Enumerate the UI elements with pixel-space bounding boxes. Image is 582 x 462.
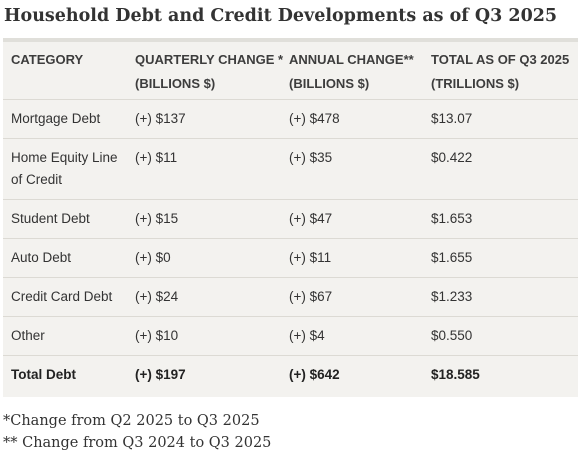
row-quarterly: (+) $15 bbox=[135, 211, 179, 226]
row-quarterly: (+) $10 bbox=[135, 328, 179, 343]
row-category: Other bbox=[11, 328, 45, 343]
row-category: Student Debt bbox=[11, 211, 90, 226]
row-quarterly: (+) $24 bbox=[135, 289, 179, 304]
table-row: Other (+) $10 (+) $4 $0.550 bbox=[3, 317, 578, 356]
row-category: Mortgage Debt bbox=[11, 111, 101, 126]
row-quarterly: (+) $0 bbox=[135, 250, 171, 265]
total-quarterly: (+) $197 bbox=[135, 367, 186, 382]
row-total: $0.550 bbox=[431, 328, 473, 343]
table-row: Credit Card Debt (+) $24 (+) $67 $1.233 bbox=[3, 278, 578, 317]
row-quarterly: (+) $11 bbox=[135, 150, 178, 165]
row-annual: (+) $4 bbox=[289, 328, 325, 343]
header-quarterly-change: QUARTERLY CHANGE * (BILLIONS $) bbox=[135, 52, 284, 91]
table-row: Auto Debt (+) $0 (+) $11 $1.655 bbox=[3, 239, 578, 278]
row-annual: (+) $67 bbox=[289, 289, 333, 304]
row-total: $13.07 bbox=[431, 111, 473, 126]
table-title: Household Debt and Credit Developments a… bbox=[4, 6, 558, 26]
row-quarterly: (+) $137 bbox=[135, 111, 186, 126]
row-total: $1.655 bbox=[431, 250, 473, 265]
header-annual-change: ANNUAL CHANGE** (BILLIONS $) bbox=[289, 52, 414, 91]
row-total: $1.653 bbox=[431, 211, 473, 226]
total-category: Total Debt bbox=[11, 367, 76, 382]
row-annual: (+) $35 bbox=[289, 150, 333, 165]
row-category: Credit Card Debt bbox=[11, 289, 113, 304]
row-annual: (+) $478 bbox=[289, 111, 340, 126]
table-row: Mortgage Debt (+) $137 (+) $478 $13.07 bbox=[3, 100, 578, 139]
header-total: TOTAL AS OF Q3 2025 (TRILLIONS $) bbox=[431, 52, 570, 91]
footnotes: *Change from Q2 2025 to Q3 2025 ** Chang… bbox=[3, 410, 271, 454]
table-total-row: Total Debt (+) $197 (+) $642 $18.585 bbox=[3, 356, 578, 394]
row-annual: (+) $11 bbox=[289, 250, 332, 265]
header-category: CATEGORY bbox=[11, 52, 84, 67]
table-row: Student Debt (+) $15 (+) $47 $1.653 bbox=[3, 200, 578, 239]
row-annual: (+) $47 bbox=[289, 211, 333, 226]
footnote-quarterly: *Change from Q2 2025 to Q3 2025 bbox=[3, 413, 260, 429]
row-total: $1.233 bbox=[431, 289, 473, 304]
debt-table: CATEGORY QUARTERLY CHANGE * (BILLIONS $)… bbox=[3, 38, 578, 397]
row-total: $0.422 bbox=[431, 150, 473, 165]
total-annual: (+) $642 bbox=[289, 367, 340, 382]
footnote-annual: ** Change from Q3 2024 to Q3 2025 bbox=[3, 435, 272, 451]
row-category: Auto Debt bbox=[11, 250, 72, 265]
row-category: Home Equity Line of Credit bbox=[11, 150, 118, 187]
table-header-row: CATEGORY QUARTERLY CHANGE * (BILLIONS $)… bbox=[3, 42, 578, 100]
total-total: $18.585 bbox=[431, 367, 480, 382]
table-row: Home Equity Line of Credit (+) $11 (+) $… bbox=[3, 139, 578, 200]
